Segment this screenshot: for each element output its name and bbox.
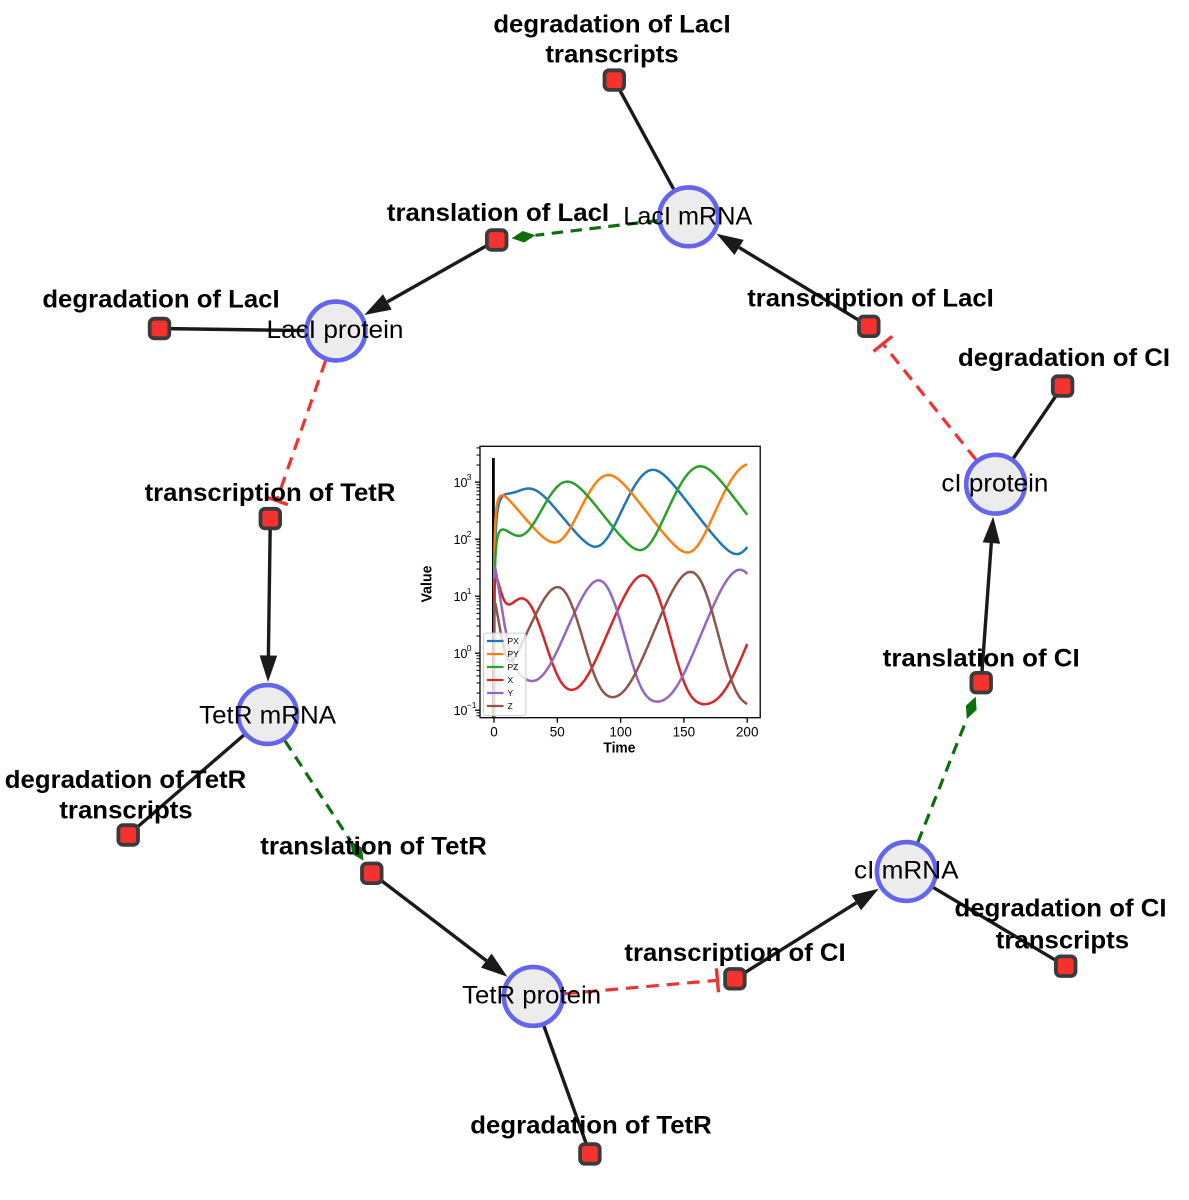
svg-text:degradation of TetR: degradation of TetR (470, 1112, 712, 1140)
svg-text:PZ: PZ (508, 662, 519, 672)
svg-text:transcripts: transcripts (996, 927, 1129, 955)
svg-text:degradation of TetR: degradation of TetR (5, 766, 247, 794)
svg-text:degradation of LacI: degradation of LacI (42, 286, 279, 314)
svg-text:translation of TetR: translation of TetR (260, 833, 487, 861)
svg-text:Z: Z (508, 701, 513, 711)
svg-text:10: 10 (454, 704, 468, 718)
svg-text:degradation of CI: degradation of CI (958, 344, 1170, 372)
svg-text:transcription of LacI: transcription of LacI (747, 285, 994, 313)
svg-text:100: 100 (609, 725, 632, 740)
svg-text:−1: −1 (467, 700, 477, 710)
svg-text:Time: Time (603, 740, 635, 757)
svg-text:150: 150 (673, 725, 696, 740)
svg-text:transcription of TetR: transcription of TetR (145, 479, 396, 507)
svg-text:PX: PX (508, 636, 520, 646)
svg-text:LacI protein: LacI protein (267, 316, 404, 344)
svg-text:200: 200 (736, 725, 759, 740)
svg-text:0: 0 (467, 643, 472, 653)
svg-text:Y: Y (508, 688, 514, 698)
svg-text:2: 2 (467, 529, 472, 539)
svg-text:translation of CI: translation of CI (883, 645, 1080, 673)
svg-text:transcripts: transcripts (59, 797, 192, 825)
svg-text:PY: PY (508, 649, 520, 659)
svg-text:transcripts: transcripts (545, 41, 678, 69)
svg-text:10: 10 (454, 533, 468, 547)
svg-text:50: 50 (550, 725, 565, 740)
svg-text:10: 10 (454, 590, 468, 604)
svg-text:10: 10 (454, 476, 468, 490)
svg-text:degradation of CI: degradation of CI (955, 894, 1167, 922)
svg-text:transcription of CI: transcription of CI (624, 939, 845, 967)
svg-text:10: 10 (454, 647, 468, 661)
svg-text:cI mRNA: cI mRNA (854, 857, 959, 885)
svg-text:LacI mRNA: LacI mRNA (623, 203, 752, 231)
svg-text:TetR mRNA: TetR mRNA (199, 702, 336, 730)
svg-text:TetR protein: TetR protein (462, 982, 601, 1010)
svg-text:X: X (508, 675, 514, 685)
svg-text:0: 0 (490, 725, 498, 740)
svg-text:cI protein: cI protein (941, 470, 1048, 498)
svg-text:Value: Value (419, 566, 436, 603)
svg-text:degradation of LacI: degradation of LacI (493, 11, 730, 39)
svg-text:1: 1 (467, 586, 472, 596)
svg-text:3: 3 (467, 472, 472, 482)
svg-text:translation of LacI: translation of LacI (387, 199, 609, 227)
